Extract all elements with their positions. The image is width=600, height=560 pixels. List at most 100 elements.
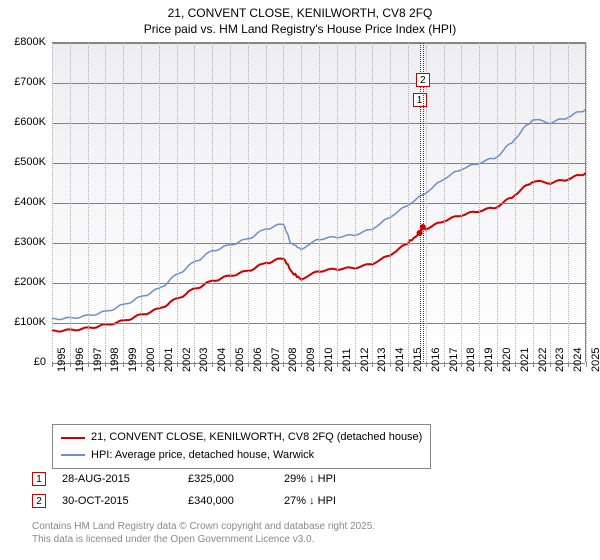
x-tick bbox=[355, 362, 356, 367]
legend-swatch bbox=[61, 437, 85, 439]
legend-item-price-paid: 21, CONVENT CLOSE, KENILWORTH, CV8 2FQ (… bbox=[61, 429, 422, 447]
gridline-v bbox=[141, 43, 142, 362]
gridline-v bbox=[88, 43, 89, 362]
gridline-v bbox=[479, 43, 480, 362]
legend-label: 21, CONVENT CLOSE, KENILWORTH, CV8 2FQ (… bbox=[91, 429, 422, 447]
x-tick bbox=[230, 362, 231, 367]
gridline-v bbox=[177, 43, 178, 362]
gridline-v bbox=[550, 43, 551, 362]
x-tick bbox=[319, 362, 320, 367]
x-tick bbox=[52, 362, 53, 367]
x-axis-label: 2022 bbox=[537, 348, 549, 372]
footnote: Contains HM Land Registry data © Crown c… bbox=[32, 520, 375, 546]
x-tick bbox=[159, 362, 160, 367]
gridline-v bbox=[497, 43, 498, 362]
x-axis-label: 2000 bbox=[145, 348, 157, 372]
x-tick bbox=[426, 362, 427, 367]
gridline-v bbox=[426, 43, 427, 362]
chart-subtitle: Price paid vs. HM Land Registry's House … bbox=[0, 22, 600, 38]
sale-marker-line bbox=[423, 43, 424, 362]
x-tick bbox=[177, 362, 178, 367]
gridline-v bbox=[461, 43, 462, 362]
point-marker-icon: 1 bbox=[32, 472, 46, 486]
y-axis-label: £100K bbox=[14, 316, 46, 328]
table-row: 1 28-AUG-2015 £325,000 29% ↓ HPI bbox=[32, 468, 384, 490]
x-tick bbox=[105, 362, 106, 367]
x-tick bbox=[194, 362, 195, 367]
gridline-v bbox=[533, 43, 534, 362]
x-tick bbox=[372, 362, 373, 367]
y-axis-label: £600K bbox=[14, 116, 46, 128]
x-axis-label: 2007 bbox=[270, 348, 282, 372]
point-marker-icon: 2 bbox=[32, 494, 46, 508]
gridline-v bbox=[159, 43, 160, 362]
y-axis-label: £200K bbox=[14, 276, 46, 288]
price-points-table: 1 28-AUG-2015 £325,000 29% ↓ HPI 2 30-OC… bbox=[32, 468, 384, 512]
y-axis-label: £0 bbox=[34, 356, 46, 368]
y-axis-label: £500K bbox=[14, 156, 46, 168]
footnote-line: This data is licensed under the Open Gov… bbox=[32, 533, 375, 546]
legend-swatch bbox=[61, 454, 85, 456]
legend-label: HPI: Average price, detached house, Warw… bbox=[91, 447, 314, 465]
x-tick bbox=[515, 362, 516, 367]
sale-marker-line bbox=[420, 43, 421, 362]
gridline-v bbox=[123, 43, 124, 362]
x-tick bbox=[283, 362, 284, 367]
x-tick bbox=[408, 362, 409, 367]
x-tick bbox=[568, 362, 569, 367]
gridline-v bbox=[568, 43, 569, 362]
gridline-v bbox=[248, 43, 249, 362]
y-axis-label: £800K bbox=[14, 36, 46, 48]
gridline-v bbox=[52, 43, 53, 362]
x-axis-label: 2003 bbox=[198, 348, 210, 372]
gridline-v bbox=[444, 43, 445, 362]
x-axis-label: 1998 bbox=[109, 348, 121, 372]
x-axis-label: 2004 bbox=[216, 348, 228, 372]
chart-container: 21, CONVENT CLOSE, KENILWORTH, CV8 2FQ P… bbox=[0, 0, 600, 560]
x-axis-label: 2017 bbox=[448, 348, 460, 372]
x-tick bbox=[390, 362, 391, 367]
x-axis-label: 1995 bbox=[56, 348, 68, 372]
x-tick bbox=[479, 362, 480, 367]
x-axis-label: 2005 bbox=[234, 348, 246, 372]
gridline-v bbox=[283, 43, 284, 362]
y-axis-label: £300K bbox=[14, 236, 46, 248]
x-tick bbox=[88, 362, 89, 367]
x-tick bbox=[497, 362, 498, 367]
x-axis-label: 2014 bbox=[394, 348, 406, 372]
gridline-v bbox=[194, 43, 195, 362]
x-axis-label: 2008 bbox=[287, 348, 299, 372]
x-tick bbox=[248, 362, 249, 367]
chart-title: 21, CONVENT CLOSE, KENILWORTH, CV8 2FQ bbox=[0, 0, 600, 22]
x-axis-label: 1997 bbox=[92, 348, 104, 372]
point-pct: 29% ↓ HPI bbox=[284, 473, 384, 485]
legend: 21, CONVENT CLOSE, KENILWORTH, CV8 2FQ (… bbox=[52, 424, 431, 469]
gridline-v bbox=[266, 43, 267, 362]
gridline-v bbox=[586, 43, 587, 362]
x-tick bbox=[444, 362, 445, 367]
x-axis-label: 2010 bbox=[323, 348, 335, 372]
legend-item-hpi: HPI: Average price, detached house, Warw… bbox=[61, 447, 422, 465]
x-tick bbox=[266, 362, 267, 367]
footnote-line: Contains HM Land Registry data © Crown c… bbox=[32, 520, 375, 533]
x-axis-label: 2025 bbox=[590, 348, 600, 372]
x-axis-label: 2021 bbox=[519, 348, 531, 372]
x-axis-label: 2018 bbox=[465, 348, 477, 372]
gridline-v bbox=[301, 43, 302, 362]
x-tick bbox=[586, 362, 587, 367]
gridline-v bbox=[70, 43, 71, 362]
x-tick bbox=[337, 362, 338, 367]
x-axis-label: 2012 bbox=[359, 348, 371, 372]
x-axis-label: 1996 bbox=[74, 348, 86, 372]
gridline-v bbox=[105, 43, 106, 362]
x-tick bbox=[533, 362, 534, 367]
gridline-v bbox=[230, 43, 231, 362]
x-axis-label: 2024 bbox=[572, 348, 584, 372]
x-axis-label: 2020 bbox=[501, 348, 513, 372]
x-axis-label: 2023 bbox=[554, 348, 566, 372]
x-tick bbox=[212, 362, 213, 367]
x-axis-label: 1999 bbox=[127, 348, 139, 372]
y-axis-label: £700K bbox=[14, 76, 46, 88]
x-tick bbox=[461, 362, 462, 367]
x-axis-label: 2002 bbox=[181, 348, 193, 372]
